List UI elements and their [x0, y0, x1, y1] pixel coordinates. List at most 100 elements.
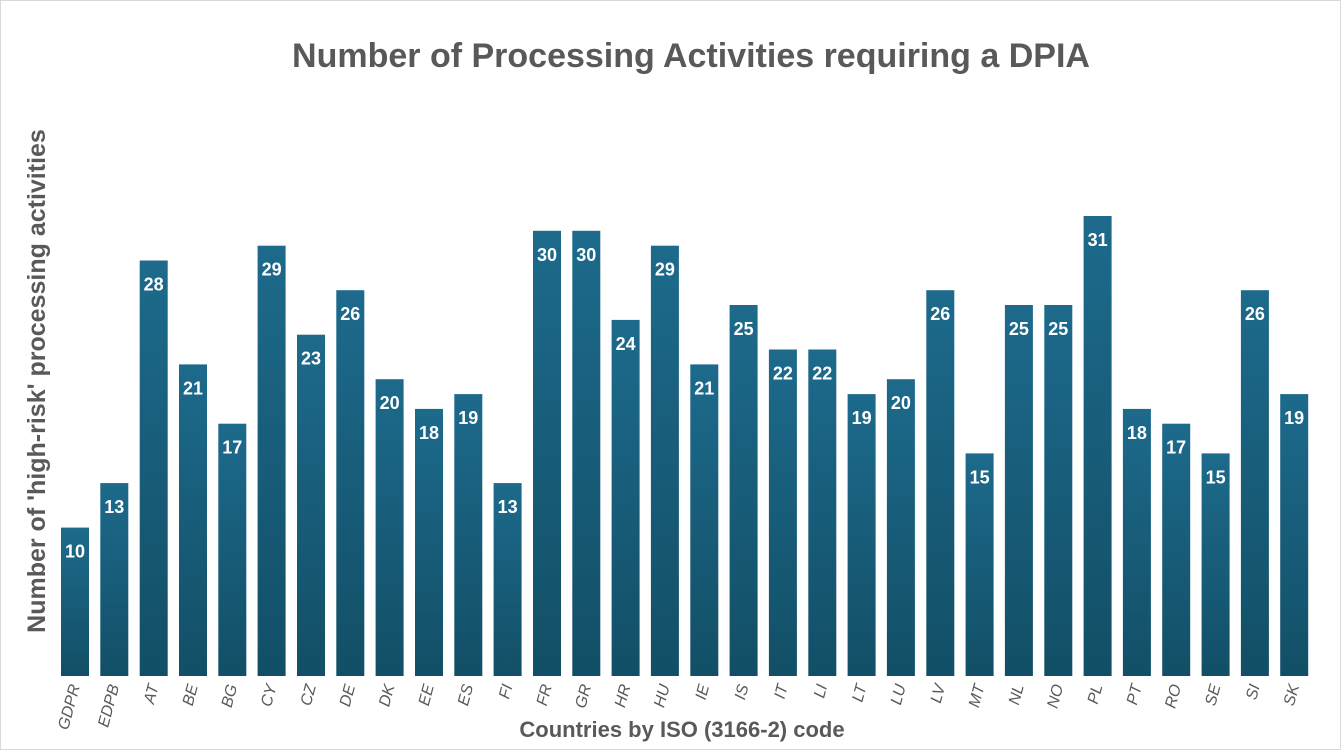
x-tick-label-sk: SK — [1281, 681, 1303, 707]
data-label-lu: 20 — [891, 393, 911, 413]
x-tick-label-fr: FR — [534, 682, 556, 707]
bar-nl — [1004, 305, 1033, 676]
data-label-hr: 24 — [616, 334, 636, 354]
x-tick-label-no: NO — [1045, 683, 1068, 711]
x-tick-label-de: DE — [337, 682, 359, 708]
data-label-es: 19 — [458, 408, 478, 428]
x-tick-label-pl: PL — [1085, 683, 1106, 706]
data-label-fr: 30 — [537, 245, 557, 265]
bar-fi — [493, 483, 522, 676]
data-label-be: 21 — [183, 378, 203, 398]
x-tick-label-si: SI — [1243, 682, 1263, 702]
bar-dk — [375, 379, 404, 676]
data-label-no: 25 — [1048, 319, 1068, 339]
bar-de — [336, 290, 365, 676]
bar-fr — [533, 230, 561, 677]
bar-lt — [847, 394, 876, 676]
data-label-se: 15 — [1206, 467, 1226, 487]
bar-edpb — [100, 483, 129, 676]
x-tick-label-cz: CZ — [298, 681, 320, 707]
bar-li — [808, 349, 837, 676]
bar-es — [454, 394, 483, 676]
data-label-cy: 29 — [262, 260, 282, 280]
x-tick-label-lv: LV — [928, 681, 950, 705]
x-tick-label-ie: IE — [693, 682, 713, 701]
chart-title: Number of Processing Activities requirin… — [292, 37, 1090, 75]
x-tick-label-be: BE — [180, 682, 202, 707]
x-tick-label-is: IS — [732, 682, 752, 701]
bar-pl — [1083, 216, 1112, 676]
data-label-at: 28 — [144, 275, 164, 295]
bar-cy — [257, 245, 286, 676]
x-tick-label-bg: BG — [219, 683, 241, 710]
x-tick-label-lt: LT — [850, 681, 871, 703]
x-tick-label-it: IT — [772, 681, 792, 700]
data-label-de: 26 — [340, 304, 360, 324]
bar-ee — [415, 408, 443, 676]
x-tick-label-at: AT — [141, 681, 163, 706]
x-tick-label-lu: LU — [888, 682, 910, 707]
x-tick-label-gdpr: GDPR — [55, 682, 84, 731]
data-label-fi: 13 — [498, 497, 518, 517]
bar-lu — [886, 379, 915, 676]
data-label-edpb: 13 — [104, 497, 124, 517]
x-tick-label-gr: GR — [573, 682, 596, 710]
data-label-ie: 21 — [694, 378, 714, 398]
bar-gr — [572, 230, 601, 677]
data-label-li: 22 — [812, 364, 832, 384]
bar-gdpr — [61, 527, 89, 676]
data-labels: 10 13 28 21 17 29 23 26 20 18 19 13 30 30 24 29 21 25 22 22… — [65, 230, 1304, 562]
bar-si — [1240, 290, 1269, 676]
y-axis-title: Number of 'high-risk' processing activit… — [23, 129, 51, 633]
data-label-pt: 18 — [1127, 423, 1147, 443]
bar-lv — [926, 290, 955, 676]
data-label-bg: 17 — [222, 438, 242, 458]
data-label-it: 22 — [773, 364, 793, 384]
bar-it — [768, 349, 797, 676]
bar-be — [179, 364, 207, 676]
data-label-hu: 29 — [655, 260, 675, 280]
bar-sk — [1280, 394, 1309, 676]
x-tick-label-nl: NL — [1006, 683, 1028, 707]
data-label-si: 26 — [1245, 304, 1265, 324]
data-label-gr: 30 — [576, 245, 596, 265]
x-tick-label-dk: DK — [376, 681, 399, 708]
data-label-is: 25 — [734, 319, 754, 339]
bars — [61, 216, 1309, 677]
bar-mt — [965, 453, 994, 676]
bar-cz — [297, 334, 325, 676]
data-label-lt: 19 — [852, 408, 872, 428]
data-label-pl: 31 — [1088, 230, 1108, 250]
x-tick-label-li: LI — [811, 682, 831, 700]
data-label-nl: 25 — [1009, 319, 1029, 339]
bar-se — [1201, 453, 1230, 676]
x-tick-label-mt: MT — [966, 681, 989, 709]
bar-pt — [1122, 408, 1151, 676]
data-label-lv: 26 — [930, 304, 950, 324]
data-label-sk: 19 — [1284, 408, 1304, 428]
data-label-dk: 20 — [380, 393, 400, 413]
bar-is — [729, 305, 758, 676]
x-tick-label-ee: EE — [416, 682, 438, 707]
x-tick-label-fi: FI — [496, 682, 516, 701]
x-tick-label-hr: HR — [612, 682, 635, 709]
bar-no — [1044, 305, 1073, 676]
data-label-mt: 15 — [970, 467, 990, 487]
bar-at — [139, 260, 168, 676]
x-tick-label-pt: PT — [1124, 681, 1146, 706]
x-tick-label-ro: RO — [1162, 683, 1185, 711]
x-tick-label-cy: CY — [258, 681, 281, 708]
x-tick-label-hu: HU — [651, 682, 674, 709]
x-axis-title: Countries by ISO (3166-2) code — [519, 717, 844, 742]
x-tick-label-edpb: EDPB — [95, 682, 123, 729]
data-label-cz: 23 — [301, 349, 321, 369]
bar-bg — [218, 423, 247, 676]
bar-hr — [611, 319, 640, 676]
bar-ro — [1162, 423, 1191, 676]
x-tick-label-se: SE — [1203, 682, 1225, 707]
data-label-gdpr: 10 — [65, 542, 85, 562]
x-tick-label-es: ES — [455, 682, 477, 707]
data-label-ee: 18 — [419, 423, 439, 443]
